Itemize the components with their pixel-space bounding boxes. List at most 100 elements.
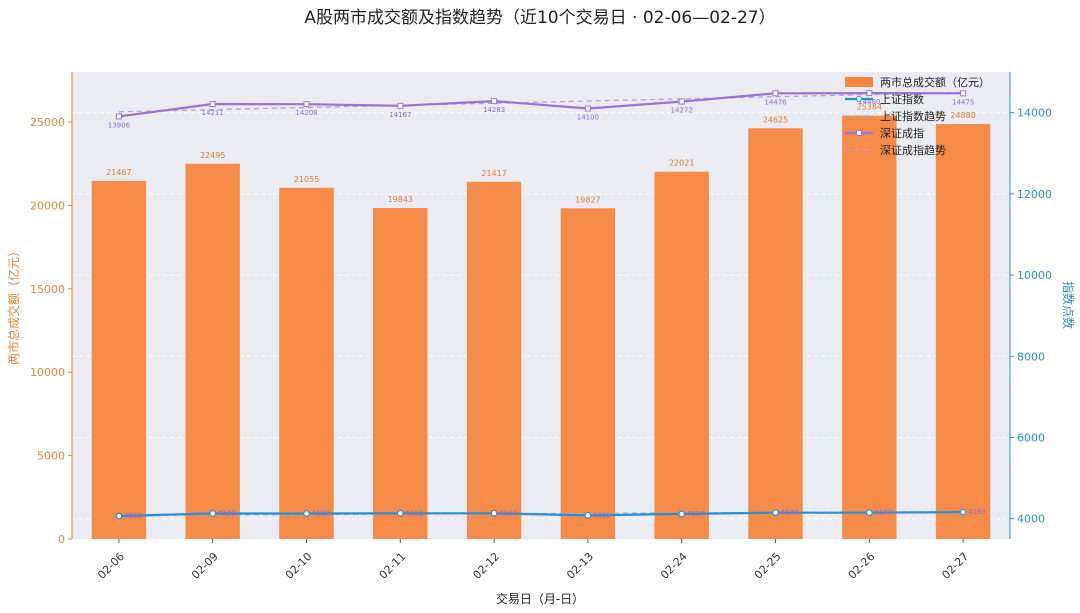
bar-value-label: 21055: [294, 175, 319, 184]
sz-value-label: 14272: [671, 107, 693, 115]
sz-point: [491, 98, 498, 105]
index-lines: [115, 90, 967, 520]
sh-point: [772, 509, 779, 517]
x-axis-label: 交易日（月-日）: [496, 591, 584, 606]
sh-value-label: 4128: [218, 509, 236, 517]
bar: [842, 115, 897, 540]
sz-value-label: 14283: [483, 106, 505, 114]
y-axis-left-label: 两市总成交额（亿元）: [6, 245, 21, 365]
y-tick-right-label: 14000: [1017, 107, 1052, 120]
legend-marker: [856, 96, 862, 102]
legend-label: 上证指数趋势: [880, 109, 946, 123]
y-tick-right-label: 10000: [1017, 269, 1052, 282]
x-tick-label: 02-06: [95, 550, 127, 582]
bar-value-label: 21467: [106, 168, 131, 177]
y-tick-left-label: 15000: [30, 283, 65, 296]
legend-marker: [856, 130, 862, 136]
legend-label: 深证成指: [880, 126, 924, 140]
bar: [185, 163, 240, 539]
x-tick-label: 02-11: [377, 550, 409, 582]
legend-swatch: [845, 77, 873, 87]
sz-point: [678, 98, 685, 105]
sh-value-label: 4117: [687, 510, 705, 518]
y-tick-right-label: 4000: [1017, 513, 1045, 526]
sh-point: [584, 511, 592, 519]
sz-index-line: [118, 91, 964, 118]
y-tick-right-label: 8000: [1017, 350, 1045, 363]
x-tick-label: 02-26: [846, 550, 878, 582]
chart-title: A股两市成交额及指数趋势（近10个交易日 · 02-06—02-27）: [304, 8, 775, 28]
sh-value-label: 4066: [124, 512, 142, 520]
y-tick-left-label: 20000: [30, 199, 65, 212]
data-labels: 21467 22495 21055 19843 21417 19827 22021 24625…: [106, 98, 986, 520]
y-tick-right-label: 6000: [1017, 431, 1045, 444]
bars: [91, 115, 991, 540]
sz-value-label: 14475: [952, 98, 974, 106]
sz-value-label: 14100: [577, 114, 599, 122]
sh-point: [303, 510, 310, 517]
bar-value-label: 22495: [200, 151, 225, 160]
y-tick-left-label: 25000: [30, 116, 65, 129]
sh-point: [396, 509, 404, 517]
sh-point: [678, 510, 686, 518]
x-tick-label: 02-10: [283, 550, 315, 582]
sz-point: [303, 101, 310, 108]
sz-point: [115, 113, 122, 120]
sz-value-label: 14211: [202, 109, 224, 117]
x-tick-label: 02-13: [564, 550, 596, 582]
sh-point: [209, 510, 217, 517]
y-tick-left-label: 0: [58, 533, 65, 546]
sz-trend-line: [118, 91, 964, 113]
sz-point: [397, 102, 404, 109]
y-tick-left-label: 10000: [30, 366, 65, 379]
sz-value-label: 14480: [858, 98, 880, 106]
bar-value-label: 24880: [950, 111, 975, 120]
bar: [654, 171, 709, 539]
bar: [748, 128, 803, 540]
bar-value-label: 24625: [763, 115, 788, 124]
bar-value-label: 25384: [857, 103, 882, 112]
sh-point: [865, 509, 873, 517]
sz-point: [209, 101, 216, 108]
sz-point: [866, 90, 873, 97]
y-tick-right-label: 12000: [1017, 188, 1052, 201]
sz-value-label: 14167: [389, 111, 411, 119]
sh-point: [490, 509, 498, 517]
y-axis-right-label: 指数点数: [1061, 281, 1076, 329]
sz-point: [772, 90, 779, 97]
sz-value-label: 14208: [295, 109, 317, 117]
sz-value-label: 13906: [108, 121, 131, 129]
bar: [279, 187, 334, 539]
bar-value-label: 21417: [481, 169, 506, 178]
sh-value-label: 4128: [312, 509, 330, 517]
sh-index-line: [118, 511, 964, 518]
bar: [91, 180, 147, 539]
x-tick-label: 02-09: [189, 550, 221, 582]
sz-value-label: 14476: [764, 98, 787, 106]
sz-point: [960, 90, 967, 97]
legend-label: 深证成指趋势: [880, 143, 946, 157]
legend-label: 两市总成交额（亿元）: [880, 75, 990, 89]
sh-value-label: 4082: [593, 511, 611, 519]
bar-value-label: 22021: [669, 159, 694, 168]
sh-value-label: 4147: [874, 509, 892, 517]
sh-value-label: 4147: [781, 509, 799, 517]
bar: [560, 208, 616, 539]
sh-point: [959, 508, 967, 516]
bar: [466, 181, 522, 539]
x-tick-label: 02-12: [470, 550, 502, 582]
bar: [935, 124, 991, 539]
sz-point: [584, 105, 591, 112]
sh-value-label: 4132: [405, 509, 423, 517]
x-tick-label: 02-24: [658, 550, 690, 582]
bar: [373, 208, 428, 539]
legend-label: 上证指数: [880, 92, 924, 106]
sh-value-label: 4163: [968, 508, 986, 516]
bar-value-label: 19827: [575, 195, 600, 204]
x-tick-label: 02-25: [752, 550, 784, 582]
y-tick-left-label: 5000: [37, 450, 65, 463]
bar-value-label: 19843: [388, 195, 413, 204]
sh-value-label: 4134: [499, 509, 517, 517]
